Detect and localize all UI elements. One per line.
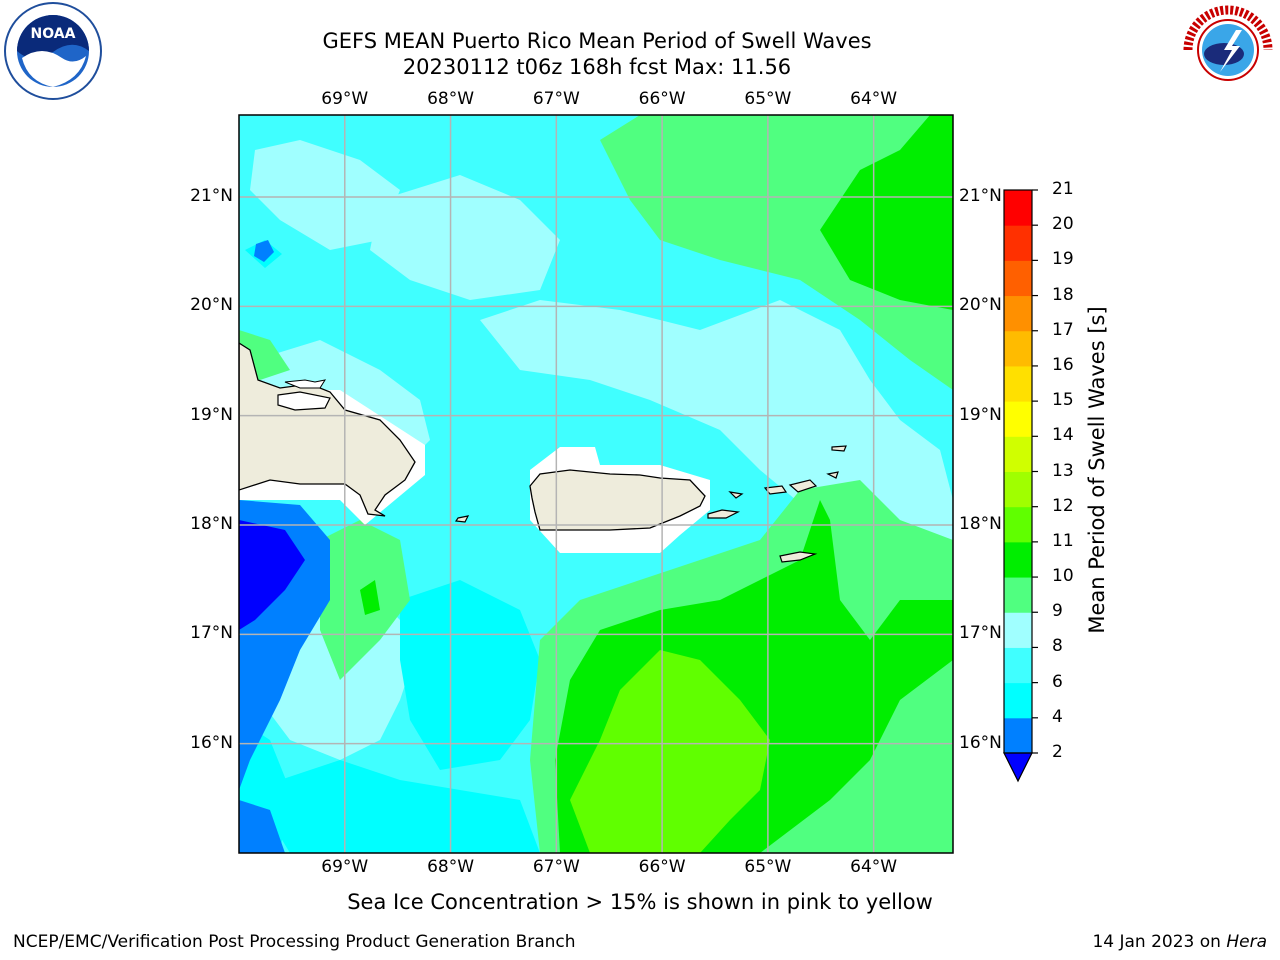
footer-date-text: 14 Jan 2023 on bbox=[1092, 932, 1227, 952]
tick-label: 69°W bbox=[321, 89, 369, 109]
island-sombrero bbox=[831, 445, 847, 452]
nws-logo-icon bbox=[1182, 4, 1274, 96]
tick-label: 19°N bbox=[190, 404, 233, 425]
tick-label: 65°W bbox=[744, 89, 792, 109]
tick-label: 20°N bbox=[190, 295, 233, 316]
tick-label: 66°W bbox=[638, 857, 686, 877]
chart-subtitle: 20230112 t06z 168h fcst Max: 11.56 bbox=[402, 55, 792, 79]
field-8-9s-region bbox=[250, 140, 400, 250]
colorbar-level-label: 6 bbox=[1052, 671, 1063, 692]
colorbar-level-label: 11 bbox=[1052, 530, 1074, 551]
colorbar bbox=[1003, 189, 1038, 783]
gulf-outline bbox=[277, 391, 331, 411]
colorbar-level-label: 10 bbox=[1052, 566, 1074, 587]
colorbar-level-label: 21 bbox=[1052, 179, 1074, 199]
tick-label: 21°N bbox=[959, 186, 1002, 206]
colorbar-extend-min bbox=[1003, 752, 1033, 783]
colorbar-swatch bbox=[1004, 506, 1032, 543]
colorbar-level-label: 4 bbox=[1052, 706, 1063, 727]
swell-period-field bbox=[239, 115, 953, 853]
tick-label: 66°W bbox=[638, 89, 686, 109]
colorbar-swatch bbox=[1004, 365, 1032, 402]
field-10-11s-region bbox=[820, 115, 953, 310]
tick-label: 17°N bbox=[190, 623, 233, 644]
colorbar-swatch bbox=[1004, 190, 1032, 226]
tick-label: 19°N bbox=[959, 404, 1002, 425]
colorbar-level-label: 14 bbox=[1052, 425, 1074, 446]
colorbar-swatch bbox=[1004, 717, 1032, 754]
island-mona bbox=[454, 515, 470, 523]
colorbar-swatch bbox=[1004, 471, 1032, 508]
map-frame bbox=[238, 114, 954, 854]
tick-label: 67°W bbox=[532, 89, 580, 109]
colorbar-level-label: 13 bbox=[1052, 460, 1074, 481]
colorbar-swatch bbox=[1004, 225, 1032, 261]
tick-label: 68°W bbox=[427, 857, 475, 877]
tick-label: 68°W bbox=[427, 89, 475, 109]
tick-label: 20°N bbox=[959, 295, 1002, 316]
colorbar-swatch bbox=[1004, 401, 1032, 437]
footer-host: Hera bbox=[1226, 932, 1267, 952]
colorbar-level-label: 9 bbox=[1052, 601, 1063, 622]
colorbar-level-label: 12 bbox=[1052, 495, 1074, 516]
island-culebra bbox=[728, 491, 744, 499]
gridlines bbox=[239, 115, 953, 853]
colorbar-level-label: 18 bbox=[1052, 284, 1074, 305]
field-2-4s-region bbox=[254, 240, 274, 262]
field-11-12s-region bbox=[570, 650, 770, 853]
colorbar-level-label: 17 bbox=[1052, 319, 1074, 340]
tick-label: 64°W bbox=[850, 857, 898, 877]
tick-label: 64°W bbox=[850, 89, 898, 109]
island-tortola bbox=[788, 479, 818, 493]
island-vieques bbox=[707, 509, 741, 519]
field-8-9s-region bbox=[480, 300, 953, 620]
colorbar-title: Mean Period of Swell Waves [s] bbox=[1085, 306, 1109, 634]
colorbar-swatch bbox=[1004, 647, 1032, 684]
footer-credit: NCEP/EMC/Verification Post Processing Pr… bbox=[13, 932, 576, 952]
land-hispaniola bbox=[239, 342, 416, 517]
field-8-9s-region bbox=[370, 175, 560, 300]
tick-label: 18°N bbox=[959, 514, 1002, 534]
field-10-11s-region bbox=[360, 580, 380, 615]
tick-label: 16°N bbox=[959, 732, 1002, 753]
colorbar-level-label: 15 bbox=[1052, 390, 1074, 411]
sea-ice-note: Sea Ice Concentration > 15% is shown in … bbox=[347, 890, 933, 914]
colorbar-swatch bbox=[1004, 612, 1032, 648]
colorbar-level-label: 19 bbox=[1052, 249, 1074, 270]
colorbar-level-label: 8 bbox=[1052, 636, 1063, 657]
tick-label: 16°N bbox=[190, 732, 233, 753]
chart-title: GEFS MEAN Puerto Rico Mean Period of Swe… bbox=[322, 29, 872, 53]
colorbar-level-label: 2 bbox=[1052, 742, 1063, 762]
colorbar-swatch bbox=[1004, 330, 1032, 367]
colorbar-swatch bbox=[1004, 436, 1032, 472]
tick-label: 65°W bbox=[744, 857, 792, 877]
noaa-logo-icon: NOAA bbox=[4, 2, 102, 100]
field-2-4s-region bbox=[239, 800, 285, 853]
island-anegada bbox=[826, 471, 839, 479]
colorbar-swatch bbox=[1004, 541, 1032, 578]
colorbar-level-label: 20 bbox=[1052, 214, 1074, 235]
colorbar-swatch bbox=[1004, 682, 1032, 719]
colorbar-level-label: 16 bbox=[1052, 354, 1074, 375]
colorbar-swatch bbox=[1004, 260, 1032, 297]
field-4-6s-region bbox=[400, 580, 540, 770]
colorbar-swatch bbox=[1004, 295, 1032, 332]
tick-label: 21°N bbox=[190, 186, 233, 206]
field-4-6s-region bbox=[270, 760, 540, 853]
colorbar-swatch bbox=[1004, 577, 1032, 613]
footer-date: 14 Jan 2023 on Hera bbox=[1092, 932, 1267, 952]
island-outline bbox=[284, 379, 327, 389]
tick-label: 67°W bbox=[532, 857, 580, 877]
land-puerto-rico bbox=[529, 469, 706, 531]
field-below-2s-region bbox=[239, 520, 305, 630]
tick-label: 69°W bbox=[321, 857, 369, 877]
tick-label: 18°N bbox=[190, 514, 233, 534]
island-st-croix bbox=[779, 551, 818, 563]
tick-label: 17°N bbox=[959, 623, 1002, 644]
noaa-logo-text: NOAA bbox=[31, 26, 76, 42]
